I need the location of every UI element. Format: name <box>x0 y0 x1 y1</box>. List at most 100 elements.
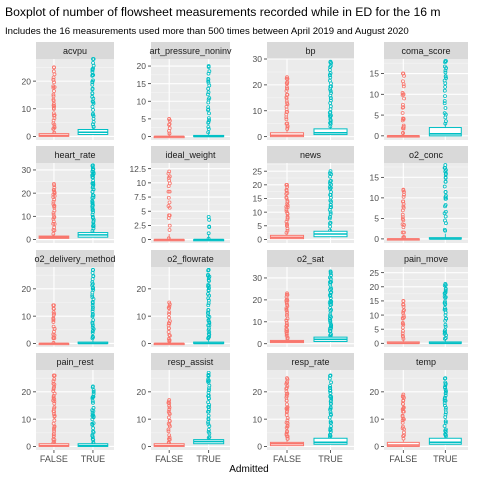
y-tick-label: 2.5 <box>134 221 146 231</box>
y-tick-label: 5 <box>374 324 379 334</box>
y-tick-label: 20 <box>370 282 380 292</box>
facet-panel-o2_conc: o2_conc 0 5 10 15 <box>370 146 468 244</box>
y-tick-label: 15 <box>370 69 380 79</box>
y-tick-label: 20 <box>22 188 32 198</box>
facet-strip-label: heart_rate <box>54 150 95 160</box>
y-tick-label: 0 <box>374 442 379 452</box>
y-tick-label: 20 <box>137 284 147 294</box>
panel-background <box>151 370 230 450</box>
y-tick-label: 15 <box>137 79 147 89</box>
y-tick-label: 15 <box>370 173 380 183</box>
y-tick-label: 10 <box>137 311 147 321</box>
panel-background <box>384 163 468 243</box>
facet-strip-label: o2_sat <box>297 254 325 264</box>
y-tick-label: 10 <box>22 212 32 222</box>
y-tick-label: 20 <box>22 76 32 86</box>
y-tick-label: 20 <box>253 180 263 190</box>
y-tick-label: 10 <box>370 193 380 203</box>
panel-background <box>36 59 114 140</box>
facet-panel-resp_rate: resp_rate01020FALSE TRUE <box>253 353 354 464</box>
y-tick-label: 20 <box>22 387 32 397</box>
facet-strip-label: temp <box>416 357 436 367</box>
chart-title: Boxplot of number of flowsheet measureme… <box>5 5 441 19</box>
y-tick-label: 10 <box>137 178 147 188</box>
facet-panel-o2_delivery_method: o2_delivery_method 0 10 20 <box>22 250 116 349</box>
facet-panel-heart_rate: heart_rate0102030 <box>22 146 114 245</box>
y-tick-label: 0 <box>257 442 262 452</box>
y-tick-label: 0 <box>374 234 379 244</box>
x-axis-title: Admitted <box>229 464 268 475</box>
y-tick-label: 5 <box>374 214 379 224</box>
y-tick-label: 30 <box>22 165 32 175</box>
y-tick-label: 10 <box>22 311 32 321</box>
facet-panel-resp_assist: resp_assist 0 10 20 FALSE TRUE <box>137 353 230 464</box>
y-tick-label: 5 <box>141 114 146 124</box>
facet-panels: acvpu 0 10 20 art_pressure_noninv 0 5 10 15 20 bp 0… <box>22 42 468 464</box>
y-tick-label: 0 <box>141 132 146 142</box>
y-tick-label: 30 <box>253 54 263 64</box>
x-tick-label: FALSE <box>273 454 301 464</box>
y-tick-label: 25 <box>370 268 380 278</box>
facet-strip-label: o2_flowrate <box>167 254 214 264</box>
y-tick-label: 10 <box>137 96 147 106</box>
x-tick-label: TRUE <box>196 454 221 464</box>
facet-panel-temp: temp 0 10 20 FALSE TRUE <box>370 353 468 464</box>
y-tick-label: 0 <box>26 442 31 452</box>
y-tick-label: 10 <box>370 90 380 100</box>
y-tick-label: 20 <box>370 387 380 397</box>
y-tick-label: 20 <box>22 284 32 294</box>
facet-strip-label: acvpu <box>63 46 87 56</box>
y-tick-label: 10 <box>22 414 32 424</box>
facet-strip-label: ideal_weight <box>165 150 216 160</box>
facet-panel-art_pressure_noninv: art_pressure_noninv05101520 <box>137 42 232 142</box>
y-tick-label: 7.5 <box>134 192 146 202</box>
y-tick-label: 30 <box>253 273 263 283</box>
box-true <box>429 128 461 136</box>
facet-strip-label: pain_rest <box>56 357 94 367</box>
y-tick-label: 20 <box>253 295 263 305</box>
x-tick-label: TRUE <box>433 454 458 464</box>
facet-strip-label: resp_assist <box>168 357 214 367</box>
panel-background <box>36 370 114 450</box>
facet-strip-label: art_pressure_noninv <box>149 46 232 56</box>
y-tick-label: 5 <box>374 110 379 120</box>
facet-strip-label: pain_move <box>404 254 448 264</box>
y-tick-label: 10 <box>253 207 263 217</box>
y-tick-label: 0 <box>374 131 379 141</box>
y-tick-label: 0 <box>257 132 262 142</box>
y-tick-label: 0 <box>26 132 31 142</box>
facet-strip-label: bp <box>305 46 315 56</box>
x-tick-label: FALSE <box>40 454 68 464</box>
y-tick-label: 0 <box>257 339 262 349</box>
y-tick-label: 5 <box>141 206 146 216</box>
x-tick-label: FALSE <box>389 454 417 464</box>
x-tick-label: TRUE <box>81 454 106 464</box>
facet-strip-label: news <box>300 150 322 160</box>
facet-panel-coma_score: coma_score 0 5 10 15 <box>370 42 468 141</box>
facet-strip-label: coma_score <box>401 46 450 56</box>
facet-panel-pain_rest: pain_rest 0 10 20 FALSE TRUE <box>22 353 114 464</box>
y-tick-label: 15 <box>253 194 263 204</box>
y-tick-label: 10 <box>253 106 263 116</box>
panel-background <box>267 267 354 347</box>
panel-background <box>384 267 468 347</box>
y-tick-label: 20 <box>137 387 147 397</box>
y-tick-label: 10 <box>22 104 32 114</box>
y-tick-label: 0 <box>374 339 379 349</box>
y-tick-label: 20 <box>253 80 263 90</box>
box-true <box>314 438 347 444</box>
y-tick-label: 10 <box>137 414 147 424</box>
y-tick-label: 0 <box>26 339 31 349</box>
facet-strip-label: o2_conc <box>409 150 444 160</box>
y-tick-label: 15 <box>370 296 380 306</box>
y-tick-label: 0 <box>141 339 146 349</box>
y-tick-label: 0 <box>141 442 146 452</box>
y-tick-label: 10 <box>370 310 380 320</box>
panel-background <box>267 59 354 140</box>
facet-strip-label: o2_delivery_method <box>34 254 115 264</box>
panel-background <box>151 163 230 243</box>
x-tick-label: FALSE <box>155 454 183 464</box>
box-true <box>314 129 347 135</box>
